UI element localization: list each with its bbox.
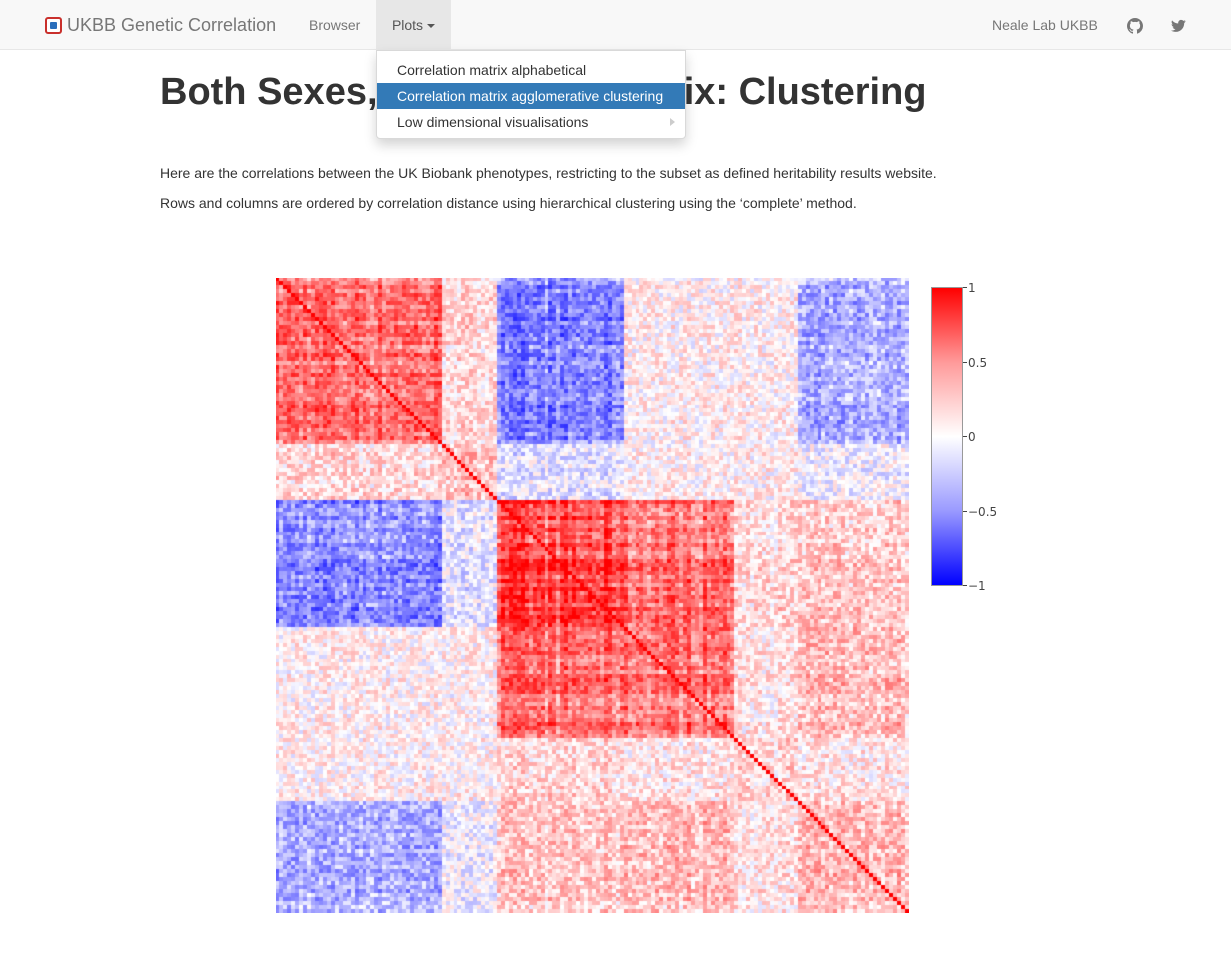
brand-title: UKBB Genetic Correlation	[67, 14, 277, 35]
menu-item-low-dimensional[interactable]: Low dimensional visualisations	[377, 109, 685, 135]
colorbar	[931, 287, 963, 586]
colorbar-label-neg0.5: −0.5	[968, 505, 998, 519]
colorbar-tick	[963, 287, 967, 288]
colorbar-label-1: 1	[968, 281, 976, 295]
menu-item-correlation-alphabetical[interactable]: Correlation matrix alphabetical	[397, 62, 587, 78]
plots-dropdown-menu: Correlation matrix alphabetical Correlat…	[376, 50, 686, 139]
colorbar-tick	[963, 362, 967, 363]
colorbar-tick	[963, 585, 967, 586]
github-icon[interactable]	[1127, 0, 1143, 50]
colorbar-label-0.5: 0.5	[968, 356, 988, 370]
menu-item-correlation-clustering[interactable]: Correlation matrix agglomerative cluster…	[377, 83, 685, 109]
correlation-heatmap[interactable]	[276, 278, 909, 913]
submenu-caret-icon	[670, 118, 675, 126]
colorbar-label-0: 0	[968, 430, 976, 444]
twitter-icon[interactable]	[1171, 0, 1187, 50]
navbar: UKBB Genetic Correlation Browser Plots N…	[0, 0, 1231, 50]
nav-neale-lab-link[interactable]: Neale Lab UKBB	[992, 17, 1098, 33]
colorbar-label-neg1: −1	[968, 579, 986, 593]
intro-paragraph: Here are the correlations between the UK…	[160, 165, 937, 181]
menu-item-low-dimensional-label: Low dimensional visualisations	[397, 114, 589, 130]
caret-down-icon	[427, 24, 436, 29]
nav-plots-label: Plots	[391, 17, 424, 33]
ukbb-logo-icon	[45, 16, 62, 34]
method-paragraph: Rows and columns are ordered by correlat…	[160, 195, 857, 211]
colorbar-tick	[963, 436, 967, 437]
nav-plots-dropdown-toggle[interactable]: Plots	[376, 0, 451, 50]
nav-browser-link[interactable]: Browser	[309, 17, 361, 33]
brand-link[interactable]: UKBB Genetic Correlation	[45, 0, 276, 50]
colorbar-tick	[963, 511, 967, 512]
